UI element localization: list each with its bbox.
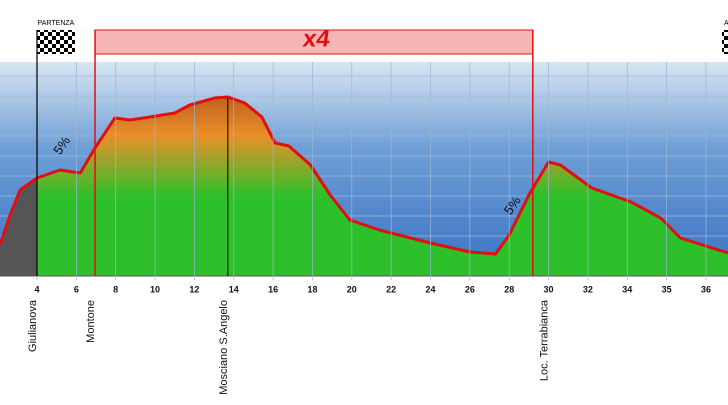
finish-label: A xyxy=(724,20,728,27)
x-tick-label: 16 xyxy=(268,284,278,294)
x-tick-label: 36 xyxy=(701,284,711,294)
x-tick-label: 8 xyxy=(113,284,118,294)
start-segment xyxy=(0,178,37,276)
x-tick-label: 10 xyxy=(150,284,160,294)
x-tick-label: 14 xyxy=(229,284,239,294)
start-flag xyxy=(37,30,75,54)
start-label: PARTENZA xyxy=(38,20,75,27)
x-tick-label: 35 xyxy=(662,284,672,294)
x-tick-label: 26 xyxy=(465,284,475,294)
place-label: Loc. Terrabianca xyxy=(538,299,550,381)
x-tick-label: 32 xyxy=(583,284,593,294)
elevation-area xyxy=(0,97,728,276)
x-tick-label: 20 xyxy=(347,284,357,294)
place-label: Montone xyxy=(85,300,97,343)
x-tick-label: 4 xyxy=(34,284,39,294)
x-tick-label: 34 xyxy=(622,284,632,294)
place-label: Mosciano S.Angelo xyxy=(218,300,230,395)
x-tick-label: 6 xyxy=(74,284,79,294)
x-tick-label: 30 xyxy=(544,284,554,294)
loop-label: x4 xyxy=(301,25,332,52)
x-tick-label: 12 xyxy=(189,284,199,294)
x-tick-label: 18 xyxy=(307,284,317,294)
x-tick-label: 22 xyxy=(386,284,396,294)
x-tick-label: 24 xyxy=(425,284,435,294)
elevation-line xyxy=(0,95,728,256)
finish-flag xyxy=(722,30,728,54)
place-label: Giulianova xyxy=(27,299,39,352)
x-tick-label: 28 xyxy=(504,284,514,294)
